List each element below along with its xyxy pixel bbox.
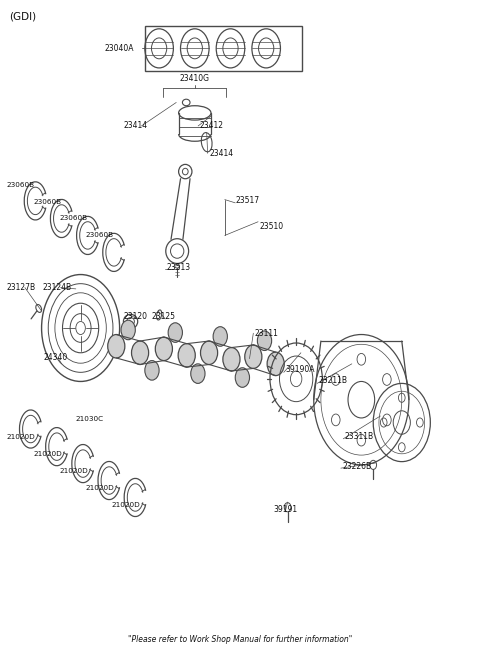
Text: 23120: 23120: [123, 312, 147, 321]
Text: 23211B: 23211B: [319, 377, 348, 385]
Text: 23226B: 23226B: [342, 462, 372, 471]
Circle shape: [201, 341, 217, 365]
Text: 21020D: 21020D: [85, 485, 114, 491]
Text: 23510: 23510: [259, 222, 283, 231]
Text: 39191: 39191: [273, 505, 298, 514]
Text: 23060B: 23060B: [85, 232, 113, 238]
Text: 23060B: 23060B: [33, 199, 61, 205]
Text: (GDI): (GDI): [9, 11, 36, 22]
Bar: [145, 26, 302, 71]
Circle shape: [267, 352, 284, 376]
Text: 23410G: 23410G: [180, 75, 210, 83]
Circle shape: [223, 348, 240, 371]
Text: 23111: 23111: [254, 329, 278, 338]
Text: 21020D: 21020D: [111, 502, 140, 508]
Text: 23412: 23412: [200, 121, 224, 131]
Text: 23311B: 23311B: [345, 432, 374, 441]
Circle shape: [257, 331, 272, 350]
Text: "Please refer to Work Shop Manual for further information": "Please refer to Work Shop Manual for fu…: [128, 635, 352, 644]
Text: 21030C: 21030C: [76, 417, 104, 422]
Circle shape: [245, 345, 262, 369]
Circle shape: [145, 361, 159, 380]
Text: 23124B: 23124B: [43, 283, 72, 292]
Text: 23414: 23414: [209, 149, 233, 158]
Circle shape: [121, 320, 135, 340]
Text: 21020D: 21020D: [7, 434, 36, 440]
Text: 23513: 23513: [166, 263, 191, 272]
Text: 21020D: 21020D: [59, 468, 88, 474]
Circle shape: [235, 368, 250, 387]
Text: 23060B: 23060B: [7, 182, 35, 188]
Text: 24340: 24340: [44, 354, 68, 363]
Text: 23040A: 23040A: [104, 44, 134, 53]
Circle shape: [132, 341, 149, 365]
Circle shape: [168, 323, 182, 342]
Text: 23060B: 23060B: [59, 215, 87, 222]
Circle shape: [178, 344, 195, 367]
Text: 21020D: 21020D: [33, 451, 62, 457]
Text: 23517: 23517: [235, 195, 259, 205]
Text: 39190A: 39190A: [285, 365, 315, 374]
Circle shape: [191, 364, 205, 383]
Circle shape: [156, 337, 172, 361]
Text: 23414: 23414: [123, 121, 147, 131]
Text: 23125: 23125: [152, 312, 176, 321]
Circle shape: [108, 335, 125, 358]
Circle shape: [213, 327, 228, 346]
Text: 23127B: 23127B: [7, 283, 36, 292]
